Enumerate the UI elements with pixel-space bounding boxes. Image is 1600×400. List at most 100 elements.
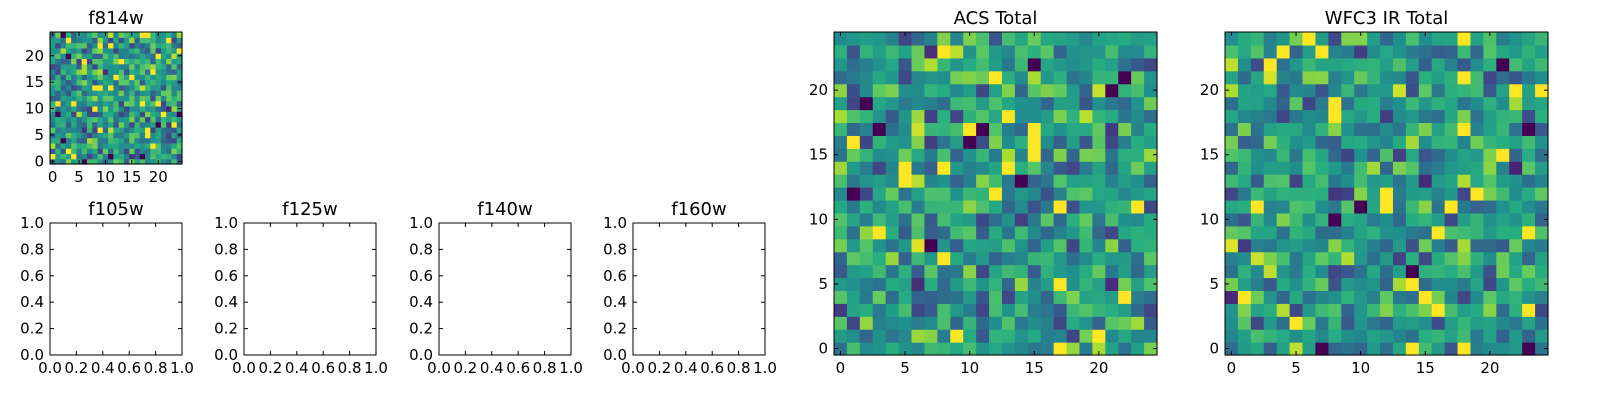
heatmap-cell-wfc3_ir_total <box>1315 44 1329 59</box>
heatmap-cell-f814w <box>166 111 173 118</box>
heatmap-cell-f814w <box>150 74 157 81</box>
heatmap-cell-acs_total <box>859 212 874 227</box>
heatmap-cell-f814w <box>97 42 104 49</box>
heatmap-cell-wfc3_ir_total <box>1444 135 1459 149</box>
heatmap-cell-acs_total <box>1105 148 1119 162</box>
heatmap-cell-acs_total <box>911 96 926 111</box>
heatmap-cell-acs_total <box>1040 83 1055 98</box>
heatmap-cell-wfc3_ir_total <box>1431 329 1446 343</box>
heatmap-cell-f814w <box>65 58 72 65</box>
heatmap-cell-acs_total <box>1014 277 1029 291</box>
heatmap-cell-acs_total <box>1001 161 1016 175</box>
heatmap-cell-wfc3_ir_total <box>1496 122 1510 136</box>
heatmap-cell-f814w <box>97 127 104 133</box>
heatmap-cell-acs_total <box>1053 187 1068 201</box>
heatmap-cell-wfc3_ir_total <box>1250 174 1265 188</box>
x-tick-label-f105w: 1.0 <box>170 359 194 377</box>
heatmap-cell-f814w <box>71 47 77 54</box>
heatmap-cell-acs_total <box>1079 70 1093 85</box>
heatmap-cell-wfc3_ir_total <box>1535 225 1549 240</box>
heatmap-cell-wfc3_ir_total <box>1276 199 1291 214</box>
heatmap-cell-wfc3_ir_total <box>1328 264 1342 279</box>
heatmap-cell-wfc3_ir_total <box>1225 161 1239 175</box>
heatmap-cell-acs_total <box>1040 277 1055 291</box>
heatmap-cell-f814w <box>50 84 56 91</box>
heatmap-cell-wfc3_ir_total <box>1444 148 1459 162</box>
heatmap-cell-wfc3_ir_total <box>1392 96 1407 111</box>
heatmap-cell-wfc3_ir_total <box>1457 303 1472 317</box>
heatmap-cell-acs_total <box>1014 187 1029 201</box>
heatmap-cell-wfc3_ir_total <box>1380 225 1394 240</box>
y-tick-label-f160w: 0.8 <box>603 240 627 258</box>
heatmap-cell-acs_total <box>1001 329 1016 343</box>
heatmap-cell-acs_total <box>989 303 1003 317</box>
heatmap-cell-acs_total <box>963 109 977 124</box>
heatmap-cell-f814w <box>134 116 141 123</box>
heatmap-cell-wfc3_ir_total <box>1354 238 1368 253</box>
heatmap-cell-f814w <box>139 74 146 81</box>
heatmap-cell-wfc3_ir_total <box>1431 161 1446 175</box>
heatmap-cell-f814w <box>139 47 146 54</box>
heatmap-cell-acs_total <box>1079 57 1093 72</box>
heatmap-cell-acs_total <box>937 109 951 124</box>
heatmap-cell-f814w <box>123 47 130 54</box>
heatmap-cell-acs_total <box>924 109 938 124</box>
heatmap-cell-f814w <box>134 100 141 107</box>
heatmap-cell-f814w <box>97 111 104 118</box>
heatmap-cell-wfc3_ir_total <box>1444 329 1459 343</box>
heatmap-cell-wfc3_ir_total <box>1444 174 1459 188</box>
heatmap-cell-acs_total <box>1014 44 1029 59</box>
heatmap-cell-wfc3_ir_total <box>1470 225 1484 240</box>
heatmap-cell-acs_total <box>1105 212 1119 227</box>
heatmap-cell-f814w <box>86 121 93 128</box>
heatmap-cell-acs_total <box>1001 264 1016 279</box>
heatmap-cell-acs_total <box>859 70 874 85</box>
heatmap-cell-wfc3_ir_total <box>1535 316 1549 330</box>
heatmap-cell-f814w <box>155 121 162 128</box>
heatmap-cell-acs_total <box>937 57 951 72</box>
heatmap-cell-f814w <box>50 95 56 102</box>
heatmap-cell-acs_total <box>1092 264 1106 279</box>
heatmap-cell-acs_total <box>898 161 913 175</box>
heatmap-cell-wfc3_ir_total <box>1367 212 1381 227</box>
heatmap-cell-acs_total <box>898 135 913 149</box>
heatmap-cell-f814w <box>118 74 125 81</box>
heatmap-cell-wfc3_ir_total <box>1535 342 1549 356</box>
heatmap-cell-f814w <box>86 127 93 133</box>
heatmap-cell-acs_total <box>1118 251 1132 266</box>
heatmap-cell-wfc3_ir_total <box>1237 329 1252 343</box>
heatmap-cell-f814w <box>171 84 178 91</box>
heatmap-cell-wfc3_ir_total <box>1444 238 1459 253</box>
heatmap-cell-wfc3_ir_total <box>1289 277 1304 291</box>
heatmap-cell-wfc3_ir_total <box>1457 225 1472 240</box>
heatmap-cell-wfc3_ir_total <box>1496 238 1510 253</box>
heatmap-cell-f814w <box>50 63 56 70</box>
heatmap-cell-f814w <box>129 84 136 91</box>
heatmap-cell-wfc3_ir_total <box>1483 225 1497 240</box>
heatmap-cell-wfc3_ir_total <box>1328 174 1342 188</box>
heatmap-cell-acs_total <box>989 238 1003 253</box>
heatmap-cell-f814w <box>166 105 173 112</box>
heatmap-cell-wfc3_ir_total <box>1263 212 1278 227</box>
heatmap-cell-acs_total <box>1040 251 1055 266</box>
heatmap-cell-wfc3_ir_total <box>1328 148 1342 162</box>
heatmap-cell-f814w <box>123 63 130 70</box>
y-tick-label-wfc3_ir_total: 20 <box>1200 81 1219 99</box>
heatmap-cell-f814w <box>108 74 114 81</box>
heatmap-cell-wfc3_ir_total <box>1341 199 1355 214</box>
heatmap-cell-acs_total <box>898 199 913 214</box>
heatmap-cell-f814w <box>60 127 67 133</box>
y-tick-label-f140w: 0.8 <box>409 240 433 258</box>
heatmap-cell-acs_total <box>859 57 874 72</box>
heatmap-cell-wfc3_ir_total <box>1522 264 1536 279</box>
heatmap-cell-wfc3_ir_total <box>1367 238 1381 253</box>
heatmap-cell-acs_total <box>846 251 861 266</box>
heatmap-cell-f814w <box>171 137 178 144</box>
heatmap-cell-acs_total <box>963 212 977 227</box>
heatmap-cell-wfc3_ir_total <box>1392 277 1407 291</box>
heatmap-cell-wfc3_ir_total <box>1289 329 1304 343</box>
heatmap-cell-f814w <box>113 121 120 128</box>
heatmap-cell-acs_total <box>872 122 887 136</box>
heatmap-cell-f814w <box>97 148 104 155</box>
heatmap-cell-f814w <box>60 68 67 75</box>
